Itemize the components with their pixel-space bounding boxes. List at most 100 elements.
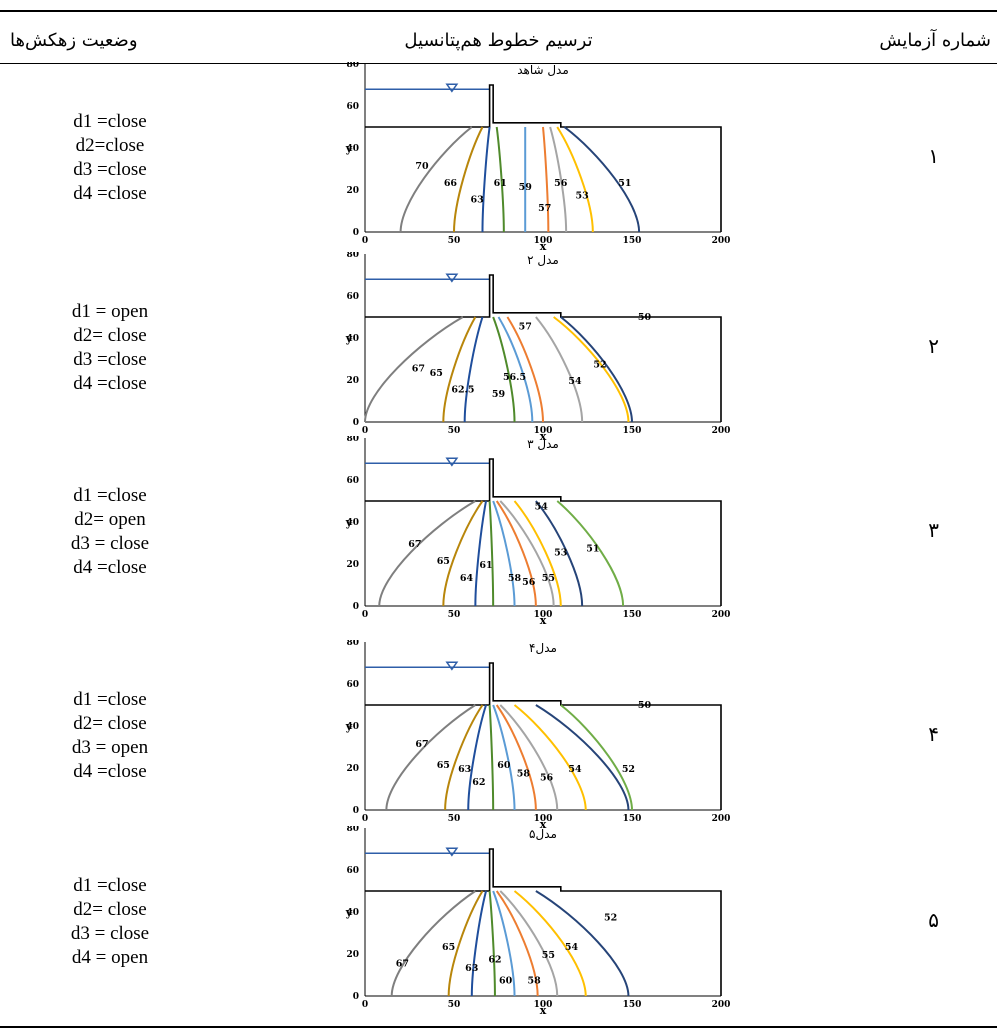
water-level-icon bbox=[445, 661, 459, 671]
equipotential-line bbox=[453, 126, 484, 233]
equipotential-label: 52 bbox=[593, 359, 606, 370]
x-tick-label: 50 bbox=[448, 426, 461, 436]
y-tick-label: 60 bbox=[346, 866, 359, 876]
y-tick-label: 0 bbox=[353, 992, 359, 1002]
y-tick-label: 40 bbox=[346, 722, 359, 732]
equipotential-line bbox=[442, 316, 477, 423]
equipotential-line bbox=[492, 890, 516, 997]
equipotential-label: 57 bbox=[519, 322, 532, 333]
y-tick-label: 60 bbox=[346, 292, 359, 302]
dam-structure-outline bbox=[365, 458, 722, 606]
equipotential-label: 56.5 bbox=[503, 372, 526, 383]
drain-status-line: d2= open bbox=[74, 509, 146, 530]
drain-status-cell: d1 =close d2= close d3 = close d4 = open bbox=[0, 874, 220, 970]
table-top-rule bbox=[0, 10, 997, 12]
equipotential-line bbox=[497, 316, 534, 423]
y-tick-label: 80 bbox=[346, 62, 359, 70]
equipotential-label: 61 bbox=[494, 178, 507, 189]
x-tick-label: 200 bbox=[712, 610, 731, 620]
equipotential-line bbox=[492, 500, 516, 607]
x-tick-label: 50 bbox=[448, 610, 461, 620]
drain-status-line: d1 =close bbox=[73, 689, 147, 710]
equipotential-label: 60 bbox=[497, 760, 511, 771]
drain-status-line: d4 =close bbox=[73, 183, 147, 204]
equipotential-line bbox=[535, 890, 630, 997]
drain-status-line: d4 =close bbox=[73, 557, 147, 578]
equipotential-line bbox=[492, 316, 516, 423]
y-tick-label: 80 bbox=[346, 436, 359, 444]
equipotential-label: 50 bbox=[638, 700, 652, 711]
equipotential-label: 53 bbox=[554, 548, 567, 559]
equipotential-label: 60 bbox=[499, 975, 513, 986]
equipotential-label: 54 bbox=[568, 764, 582, 775]
drain-status-cell: d1 =close d2=close d3 =close d4 =close bbox=[0, 110, 220, 206]
equipotential-label: 67 bbox=[408, 539, 421, 550]
drain-status-cell: d1 =close d2= open d3 = close d4 =close bbox=[0, 484, 220, 580]
equipotential-line bbox=[378, 500, 476, 607]
y-axis-label: y bbox=[345, 332, 353, 345]
x-tick-label: 200 bbox=[712, 1000, 731, 1010]
equipotential-label: 55 bbox=[542, 950, 555, 961]
equipotential-label: 56 bbox=[540, 773, 554, 784]
equipotential-line bbox=[488, 500, 495, 607]
equipotential-label: 63 bbox=[465, 963, 478, 974]
x-tick-label: 100 bbox=[534, 236, 553, 246]
x-axis-label: x bbox=[540, 1004, 547, 1014]
equipotential-label: 67 bbox=[412, 364, 425, 375]
equipotential-line bbox=[467, 704, 487, 811]
equipotential-label: 59 bbox=[492, 389, 506, 400]
x-tick-label: 50 bbox=[448, 1000, 461, 1010]
drain-status-line: d3 = close bbox=[70, 533, 150, 554]
x-tick-label: 150 bbox=[623, 236, 642, 246]
x-tick-label: 0 bbox=[362, 1000, 368, 1010]
drain-status-line: d1 = open bbox=[71, 301, 149, 322]
equipotential-line bbox=[553, 316, 630, 423]
water-level-icon bbox=[445, 83, 459, 93]
equipotential-line bbox=[488, 704, 495, 811]
equipotential-line bbox=[364, 316, 464, 423]
x-tick-label: 150 bbox=[623, 814, 642, 824]
water-level-icon bbox=[445, 457, 459, 467]
x-tick-label: 200 bbox=[712, 236, 731, 246]
drain-status-line: d1 =close bbox=[73, 485, 147, 506]
equipotential-line bbox=[495, 500, 537, 607]
y-tick-label: 20 bbox=[346, 764, 359, 774]
header-equipotential: ترسیم خطوط هم‌پتانسیل bbox=[404, 30, 593, 51]
table-row: d1 = open d2= close d3 =close d4 =close ۲ 0 50… bbox=[0, 252, 997, 440]
x-tick-label: 50 bbox=[448, 814, 461, 824]
y-axis-label: y bbox=[345, 516, 353, 529]
equipotential-line bbox=[549, 126, 568, 233]
equipotential-line bbox=[542, 126, 550, 233]
equipotential-line bbox=[447, 890, 484, 997]
drain-status-line: d4 = open bbox=[71, 947, 149, 968]
equipotential-line bbox=[442, 500, 484, 607]
y-tick-label: 40 bbox=[346, 334, 359, 344]
x-tick-label: 0 bbox=[362, 426, 368, 436]
x-axis-label: x bbox=[540, 430, 547, 440]
equipotential-line bbox=[560, 704, 633, 811]
equipotential-label: 61 bbox=[479, 560, 492, 571]
equipotential-label: 58 bbox=[508, 573, 522, 584]
chart-title: مدل۵ bbox=[529, 827, 557, 841]
equipotential-label: 54 bbox=[568, 376, 582, 387]
equipotential-line bbox=[390, 890, 476, 997]
x-tick-label: 0 bbox=[362, 610, 368, 620]
table-row: d1 =close d2= close d3 = close d4 = open ۵ 0 5… bbox=[0, 826, 997, 1026]
equipotential-line bbox=[481, 126, 491, 233]
equipotential-label: 67 bbox=[415, 739, 428, 750]
equipotential-label: 55 bbox=[542, 573, 555, 584]
equipotential-line bbox=[499, 704, 559, 811]
drain-status-line: d3 = close bbox=[70, 923, 150, 944]
equipotential-line bbox=[470, 890, 488, 997]
equipotential-line bbox=[495, 704, 537, 811]
y-axis-label: y bbox=[345, 142, 353, 155]
y-tick-label: 0 bbox=[353, 806, 359, 816]
equipotential-label: 65 bbox=[430, 368, 443, 379]
equipotential-chart: 0 50 100 150 200 0 20 40 60 80 x y مدل۵ 67 65 63 62 60 58 5… bbox=[345, 826, 731, 1014]
y-tick-label: 20 bbox=[346, 950, 359, 960]
equipotential-line bbox=[474, 500, 488, 607]
water-level-icon bbox=[445, 847, 459, 857]
x-tick-label: 0 bbox=[362, 236, 368, 246]
equipotential-line bbox=[563, 126, 641, 233]
